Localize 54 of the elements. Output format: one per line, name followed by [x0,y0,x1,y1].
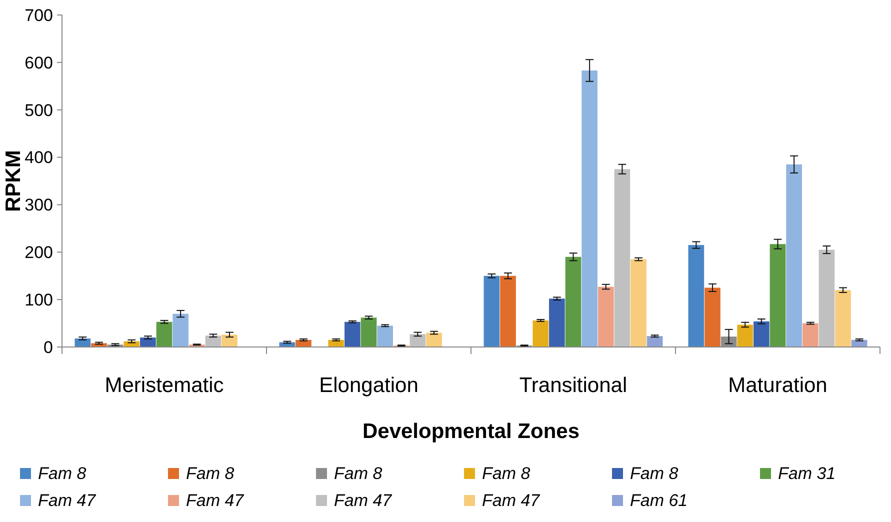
x-tick-label: Elongation [319,374,418,397]
bar [377,326,393,347]
bar [614,169,630,347]
bar [426,332,442,347]
bar [484,276,500,347]
y-axis-title: RPKM [2,150,25,212]
x-axis-title: Developmental Zones [362,420,580,443]
bar [582,70,598,347]
bar [344,322,360,347]
bar [737,324,754,347]
y-tick-label: 400 [24,148,53,168]
y-tick-label: 200 [24,243,53,262]
legend-label: Fam 8 [186,464,235,483]
bar [140,338,156,347]
x-tick-label: Maturation [728,374,828,397]
bar [549,298,565,347]
y-tick-label: 0 [44,338,53,357]
bar [770,244,786,347]
bar [818,250,835,347]
y-tick-label: 600 [24,53,53,72]
legend-label: Fam 8 [482,464,531,483]
bar [802,323,818,347]
y-tick-label: 500 [24,100,53,120]
bar [835,290,851,347]
legend-label: Fam 61 [630,491,688,510]
bar [565,256,582,347]
bar [156,322,172,347]
legend-label: Fam 47 [334,491,392,510]
legend-label: Fam 47 [38,491,96,510]
bar [410,334,426,347]
x-tick-label: Meristematic [104,374,224,397]
bar [360,318,377,347]
legend-label: Fam 8 [38,464,87,483]
bar [205,336,222,347]
bar [754,321,770,347]
y-tick-label: 700 [24,6,53,25]
y-tick-label: 300 [24,196,53,215]
legend-label: Fam 8 [630,464,679,483]
x-tick-label: Transitional [519,374,628,397]
bar [646,336,663,347]
bar [704,288,720,347]
bar [786,164,802,347]
bar [688,245,704,347]
y-tick-label: 100 [24,290,53,310]
legend-label: Fam 47 [482,491,540,510]
bar [500,276,516,347]
bar [172,314,188,347]
bar [532,320,549,347]
legend-label: Fam 8 [334,464,383,483]
bar [598,286,614,347]
legend-label: Fam 31 [778,464,836,483]
bar [222,334,238,347]
legend-label: Fam 47 [186,491,244,510]
bar [630,259,646,347]
